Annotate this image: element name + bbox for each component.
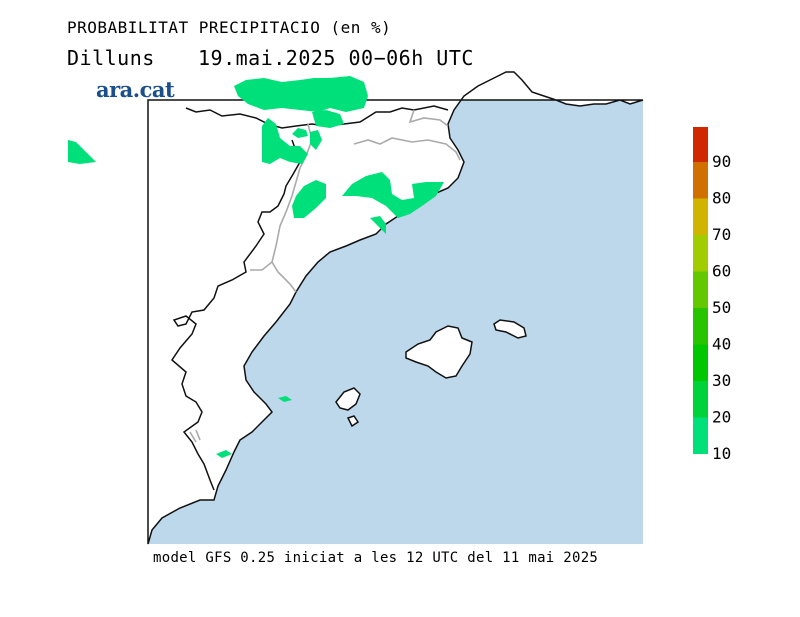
forecast-day: Dilluns [67, 46, 155, 70]
colorbar: 10 20 30 40 50 60 70 80 90 [692, 80, 731, 463]
island-formentera [346, 415, 360, 428]
colorbar-bin [693, 125, 708, 162]
coast-west [171, 139, 301, 491]
precip-patch [292, 128, 308, 138]
precip-patch [234, 76, 368, 112]
precip-patch [68, 140, 96, 164]
precip-patch [292, 180, 326, 218]
colorbar-bin [693, 271, 708, 308]
precip-patch [216, 450, 232, 458]
colorbar-bin [693, 381, 708, 418]
colorbar-bin [693, 308, 708, 345]
island-ibiza [335, 387, 361, 411]
precip-patch [262, 118, 308, 164]
colorbar-bin [693, 198, 708, 235]
colorbar-label: 40 [712, 335, 731, 354]
colorbar-label: 60 [712, 262, 731, 281]
precip-patch [342, 172, 444, 218]
region-border [189, 109, 461, 443]
colorbar-mask [692, 80, 709, 127]
island-menorca [493, 319, 527, 339]
colorbar-label: 50 [712, 298, 731, 317]
model-footer: model GFS 0.25 iniciat a les 12 UTC del … [153, 550, 599, 566]
colorbar-label: 30 [712, 371, 731, 390]
colorbar-label: 20 [712, 408, 731, 427]
colorbar-bin [693, 344, 708, 381]
colorbar-label: 70 [712, 225, 731, 244]
colorbar-label: 10 [712, 444, 731, 463]
precip-patches [68, 76, 444, 458]
colorbar-label: 80 [712, 189, 731, 208]
colorbar-bin [693, 235, 708, 272]
chart-title: PROBABILITAT PRECIPITACIO (en %) [67, 18, 392, 37]
coast-north [185, 105, 449, 129]
colorbar-label: 90 [712, 152, 731, 171]
colorbar-bin [693, 417, 708, 454]
ara-logo: ara.cat [96, 77, 175, 102]
precip-patch [370, 216, 386, 234]
precip-patch [310, 130, 322, 150]
forecast-date: 19.mai.2025 00−06h UTC [198, 46, 474, 70]
colorbar-bin [693, 162, 708, 199]
island-mallorca [405, 325, 473, 379]
precip-patch [278, 396, 292, 402]
precip-patch [312, 110, 344, 128]
